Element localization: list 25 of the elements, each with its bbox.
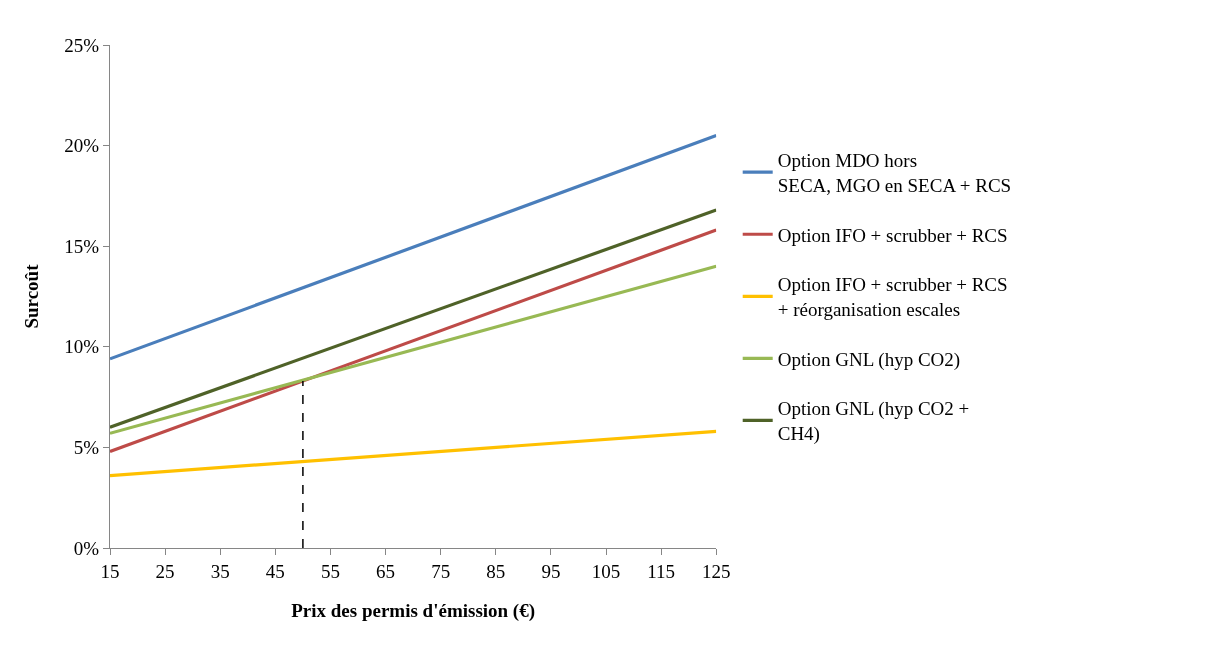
y-axis-title: Surcoût bbox=[21, 263, 43, 329]
x-tick-label: 95 bbox=[541, 560, 561, 582]
y-tick-label: 10% bbox=[64, 336, 100, 358]
x-tick-label: 75 bbox=[431, 560, 451, 582]
x-tick-label: 35 bbox=[210, 560, 230, 582]
y-tick-label: 25% bbox=[64, 34, 100, 56]
y-tick-label: 5% bbox=[73, 437, 100, 459]
x-tick-label: 125 bbox=[701, 560, 731, 582]
legend-label: Option GNL (hyp CO2) bbox=[777, 348, 961, 371]
x-tick-label: 85 bbox=[486, 560, 506, 582]
y-tick-label: 15% bbox=[64, 235, 100, 257]
x-tick-label: 65 bbox=[376, 560, 396, 582]
x-tick-label: 45 bbox=[265, 560, 285, 582]
legend-label: Option IFO + scrubber + RCS + réorganisation escales bbox=[777, 274, 1008, 321]
x-tick-label: 55 bbox=[320, 560, 340, 582]
x-tick-label: 15 bbox=[100, 560, 120, 582]
legend-label: Option IFO + scrubber + RCS bbox=[777, 224, 1008, 246]
y-tick-label: 20% bbox=[64, 135, 100, 157]
legend-label: Option MDO hors SECA, MGO en SECA + RCS bbox=[777, 150, 1012, 196]
x-tick-label: 105 bbox=[591, 560, 621, 582]
legend-label: Option GNL (hyp CO2 + CH4) bbox=[777, 398, 970, 446]
y-tick-label: 0% bbox=[73, 537, 100, 559]
x-tick-label: 115 bbox=[647, 560, 676, 582]
x-axis-title: Prix des permis d'émission (€) bbox=[291, 599, 536, 622]
x-tick-label: 25 bbox=[155, 560, 175, 582]
